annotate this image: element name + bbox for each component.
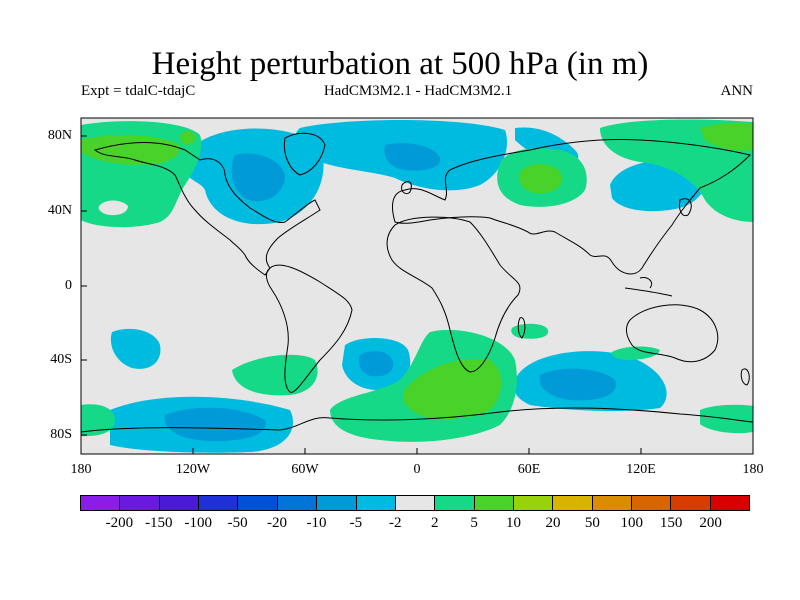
coast-japan: [679, 198, 692, 217]
coast-madagascar: [517, 317, 526, 339]
colorbar: [80, 495, 750, 511]
coast-eurasia: [392, 138, 751, 275]
season-label: ANN: [720, 83, 754, 99]
colorbar-label: -2: [389, 515, 402, 531]
anomaly-pos-strong-pacific-small: [180, 130, 195, 145]
coast-north-america: [93, 142, 321, 276]
lon-label-120e: 120E: [626, 462, 656, 477]
colorbar-label: 100: [620, 515, 644, 531]
coast-uk: [401, 181, 412, 195]
colorbar-label: 20: [545, 515, 561, 531]
anomaly-pos-strong-central-asia: [519, 164, 563, 194]
colorbar-box: [120, 496, 160, 510]
coast-greenland: [283, 132, 326, 176]
colorbar-box: [356, 496, 396, 510]
lat-label-80s: 80S: [50, 427, 72, 442]
lon-label-120w: 120W: [175, 462, 211, 477]
lon-label-60e: 60E: [517, 462, 541, 477]
model-comparison-label: HadCM3M2.1 - HadCM3M2.1: [323, 83, 513, 99]
lon-label-180e: 180: [742, 462, 764, 477]
colorbar-label: 2: [430, 515, 439, 531]
lat-label-40s: 40S: [50, 352, 72, 367]
anomaly-neg-strong-canada: [231, 153, 285, 202]
colorbar-box: [81, 496, 121, 510]
anomaly-pos-south-america: [232, 354, 318, 396]
coast-africa: [386, 216, 521, 373]
colorbar-label: -5: [349, 515, 363, 531]
colorbar-box: [632, 496, 672, 510]
coast-indonesia: [624, 277, 673, 297]
lon-label-60w: 60W: [291, 462, 319, 477]
colorbar-box: [474, 496, 514, 510]
colorbar-box: [435, 496, 475, 510]
coast-australia: [626, 304, 719, 363]
anomaly-neg-south-pacific: [110, 328, 161, 369]
colorbar-box: [238, 496, 278, 510]
colorbar-label: 10: [506, 515, 522, 531]
colorbar-box: [513, 496, 554, 510]
colorbar-box: [671, 496, 711, 510]
colorbar-label: 200: [699, 515, 722, 531]
anomaly-pos-indian-ocean-small: [511, 323, 549, 339]
colorbar-box: [592, 496, 633, 510]
anomaly-neg-strong-north-atlantic: [384, 143, 441, 171]
coast-antarctica: [81, 407, 753, 433]
coastlines: [81, 132, 753, 433]
anomaly-pos-southwest-pacific: [81, 404, 115, 437]
colorbar-box: [553, 496, 593, 510]
experiment-label: Expt = tdalC-tdajC: [81, 83, 196, 99]
anomaly-neg-strong-southern-ocean: [164, 407, 266, 442]
lat-label-40n: 40N: [47, 203, 72, 218]
colorbar-label: 150: [659, 515, 683, 531]
anomaly-pos-australia-south: [611, 346, 660, 360]
colorbar-box: [395, 496, 436, 510]
colorbar-label: -150: [145, 515, 173, 531]
anomaly-pos-strong-south-atlantic: [403, 359, 502, 420]
axis-ticks: [81, 135, 642, 454]
anomaly-neg-strong-south-atlantic: [358, 350, 394, 377]
lon-label-0: 0: [413, 462, 421, 477]
colorbar-label: -200: [105, 515, 134, 531]
lat-label-80n: 80N: [47, 128, 72, 143]
colorbar-label: -10: [306, 515, 327, 531]
neutral-pocket-pacific: [98, 200, 128, 216]
colorbar-box: [317, 496, 357, 510]
figure-title: Height perturbation at 500 hPa (in m): [151, 46, 649, 82]
coast-new-zealand: [740, 368, 750, 386]
colorbar-label: -100: [184, 515, 212, 531]
colorbar-box: [710, 496, 750, 510]
colorbar-label: 50: [584, 515, 600, 531]
colorbar-box: [277, 496, 318, 510]
coast-south-america: [266, 264, 353, 393]
anomaly-neg-strong-indian-ocean: [539, 368, 616, 401]
anomaly-pos-strong-arctic-ne: [700, 122, 753, 151]
colorbar-label: -50: [227, 515, 248, 531]
lon-label-180w: 180: [70, 462, 92, 477]
colorbar-label: 5: [470, 515, 478, 531]
colorbar-box: [199, 496, 239, 510]
lat-label-0: 0: [65, 278, 72, 293]
colorbar-label: -20: [267, 515, 288, 531]
colorbar-box: [159, 496, 200, 510]
